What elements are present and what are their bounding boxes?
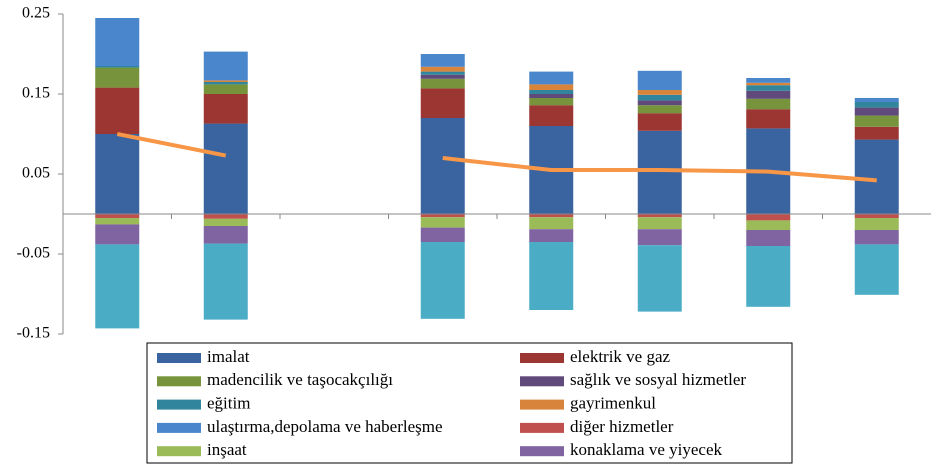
bar-segment <box>746 82 791 86</box>
y-tick-label: 0.15 <box>22 85 50 102</box>
bar-segment <box>529 84 574 90</box>
legend-label: ulaştırma,depolama ve haberleşme <box>207 417 443 436</box>
bar-segment <box>746 230 791 246</box>
bar-segment <box>95 224 140 245</box>
legend-swatch <box>157 446 201 457</box>
bar-segment <box>529 98 574 106</box>
bar-segment <box>854 126 899 140</box>
line-series <box>116 132 877 183</box>
bar-segment <box>420 227 465 242</box>
legend-swatch <box>520 376 564 387</box>
bar-segment <box>420 242 465 319</box>
bar-segment <box>637 229 682 246</box>
legend-swatch <box>520 446 564 457</box>
bar-segment <box>420 118 465 214</box>
bar-segment <box>203 84 248 94</box>
bar-segment <box>854 214 899 218</box>
legend-label: diğer hizmetler <box>570 417 674 436</box>
bar-segment <box>529 105 574 126</box>
legend-box <box>146 342 793 464</box>
bar-segment <box>203 51 248 81</box>
bar-segment <box>854 230 899 245</box>
legend-swatch <box>520 353 564 363</box>
legend-label: imalat <box>207 347 250 366</box>
bar-segment <box>637 94 682 101</box>
legend-swatch <box>157 353 201 363</box>
bar-segment <box>95 134 140 214</box>
legend-label: gayrimenkul <box>570 394 656 413</box>
bar-segment <box>203 82 248 85</box>
bar-segment <box>529 229 574 242</box>
bar-segment <box>854 218 899 230</box>
bar-segment <box>746 90 791 99</box>
bar-segment <box>95 87 140 134</box>
legend-label: madencilik ve taşocakçılığı <box>207 370 393 389</box>
bar-segment <box>637 245 682 312</box>
bar-segment <box>203 94 248 124</box>
y-tick-label: 0.25 <box>22 5 50 22</box>
bar-segment <box>203 218 248 226</box>
bar-segment <box>637 217 682 230</box>
bar-segment <box>203 214 248 219</box>
bar-segment <box>854 98 899 102</box>
legend-label: elektrik ve gaz <box>570 347 671 366</box>
bar-segment <box>746 214 791 221</box>
bar-segment <box>420 214 465 218</box>
bar-segment <box>637 70 682 90</box>
bar-segment <box>420 78 465 89</box>
bar-segment <box>637 100 682 106</box>
bar-segment <box>420 217 465 228</box>
bar-segment <box>420 88 465 118</box>
bar-segment <box>95 66 140 68</box>
bar-segment <box>854 102 899 108</box>
bar-segment <box>746 246 791 307</box>
legend-swatch <box>157 376 201 387</box>
bar-segment <box>746 109 791 129</box>
legend-swatch <box>157 399 201 410</box>
bar-segment <box>529 242 574 310</box>
bar-segment <box>95 244 140 329</box>
bar-segment <box>637 113 682 131</box>
bar-segment <box>637 214 682 218</box>
bar-segment <box>746 85 791 91</box>
bar-segment <box>637 105 682 114</box>
bar-segment <box>420 54 465 67</box>
bar-segment <box>529 90 574 94</box>
bar-segment <box>203 226 248 244</box>
bar-segment <box>529 217 574 230</box>
legend-label: sağlık ve sosyal hizmetler <box>570 370 746 389</box>
y-tick-label: -0.05 <box>17 245 50 262</box>
legend-swatch <box>520 399 564 410</box>
bar-segment <box>854 244 899 295</box>
bar-segment <box>420 74 465 79</box>
legend-swatch <box>520 422 564 433</box>
y-tick-label: -0.15 <box>17 325 50 342</box>
bar-segment <box>746 98 791 110</box>
bar-segment <box>529 71 574 85</box>
bar-segment <box>854 115 899 127</box>
bar-segment <box>529 214 574 218</box>
bar-segment <box>95 67 140 88</box>
bar-segment <box>746 220 791 230</box>
bar-segment <box>203 80 248 82</box>
legend-label: konaklama ve yiyecek <box>570 440 722 459</box>
legend-label: inşaat <box>207 440 247 459</box>
bar-segment <box>420 66 465 72</box>
bar-segment <box>746 78 791 83</box>
bar-segment <box>637 90 682 95</box>
bar-segment <box>854 139 899 214</box>
bar-segment <box>203 123 248 214</box>
bar-segment <box>95 214 140 218</box>
bar-segment <box>529 94 574 98</box>
bar-segment <box>95 218 140 225</box>
legend-swatch <box>157 422 201 433</box>
bar-segment <box>854 107 899 116</box>
bar-segment <box>203 243 248 320</box>
bar-segment <box>95 18 140 66</box>
bar-segment <box>637 130 682 214</box>
bar-segment <box>420 71 465 75</box>
legend-label: eğitim <box>207 394 250 413</box>
y-tick-label: 0.05 <box>22 165 50 182</box>
